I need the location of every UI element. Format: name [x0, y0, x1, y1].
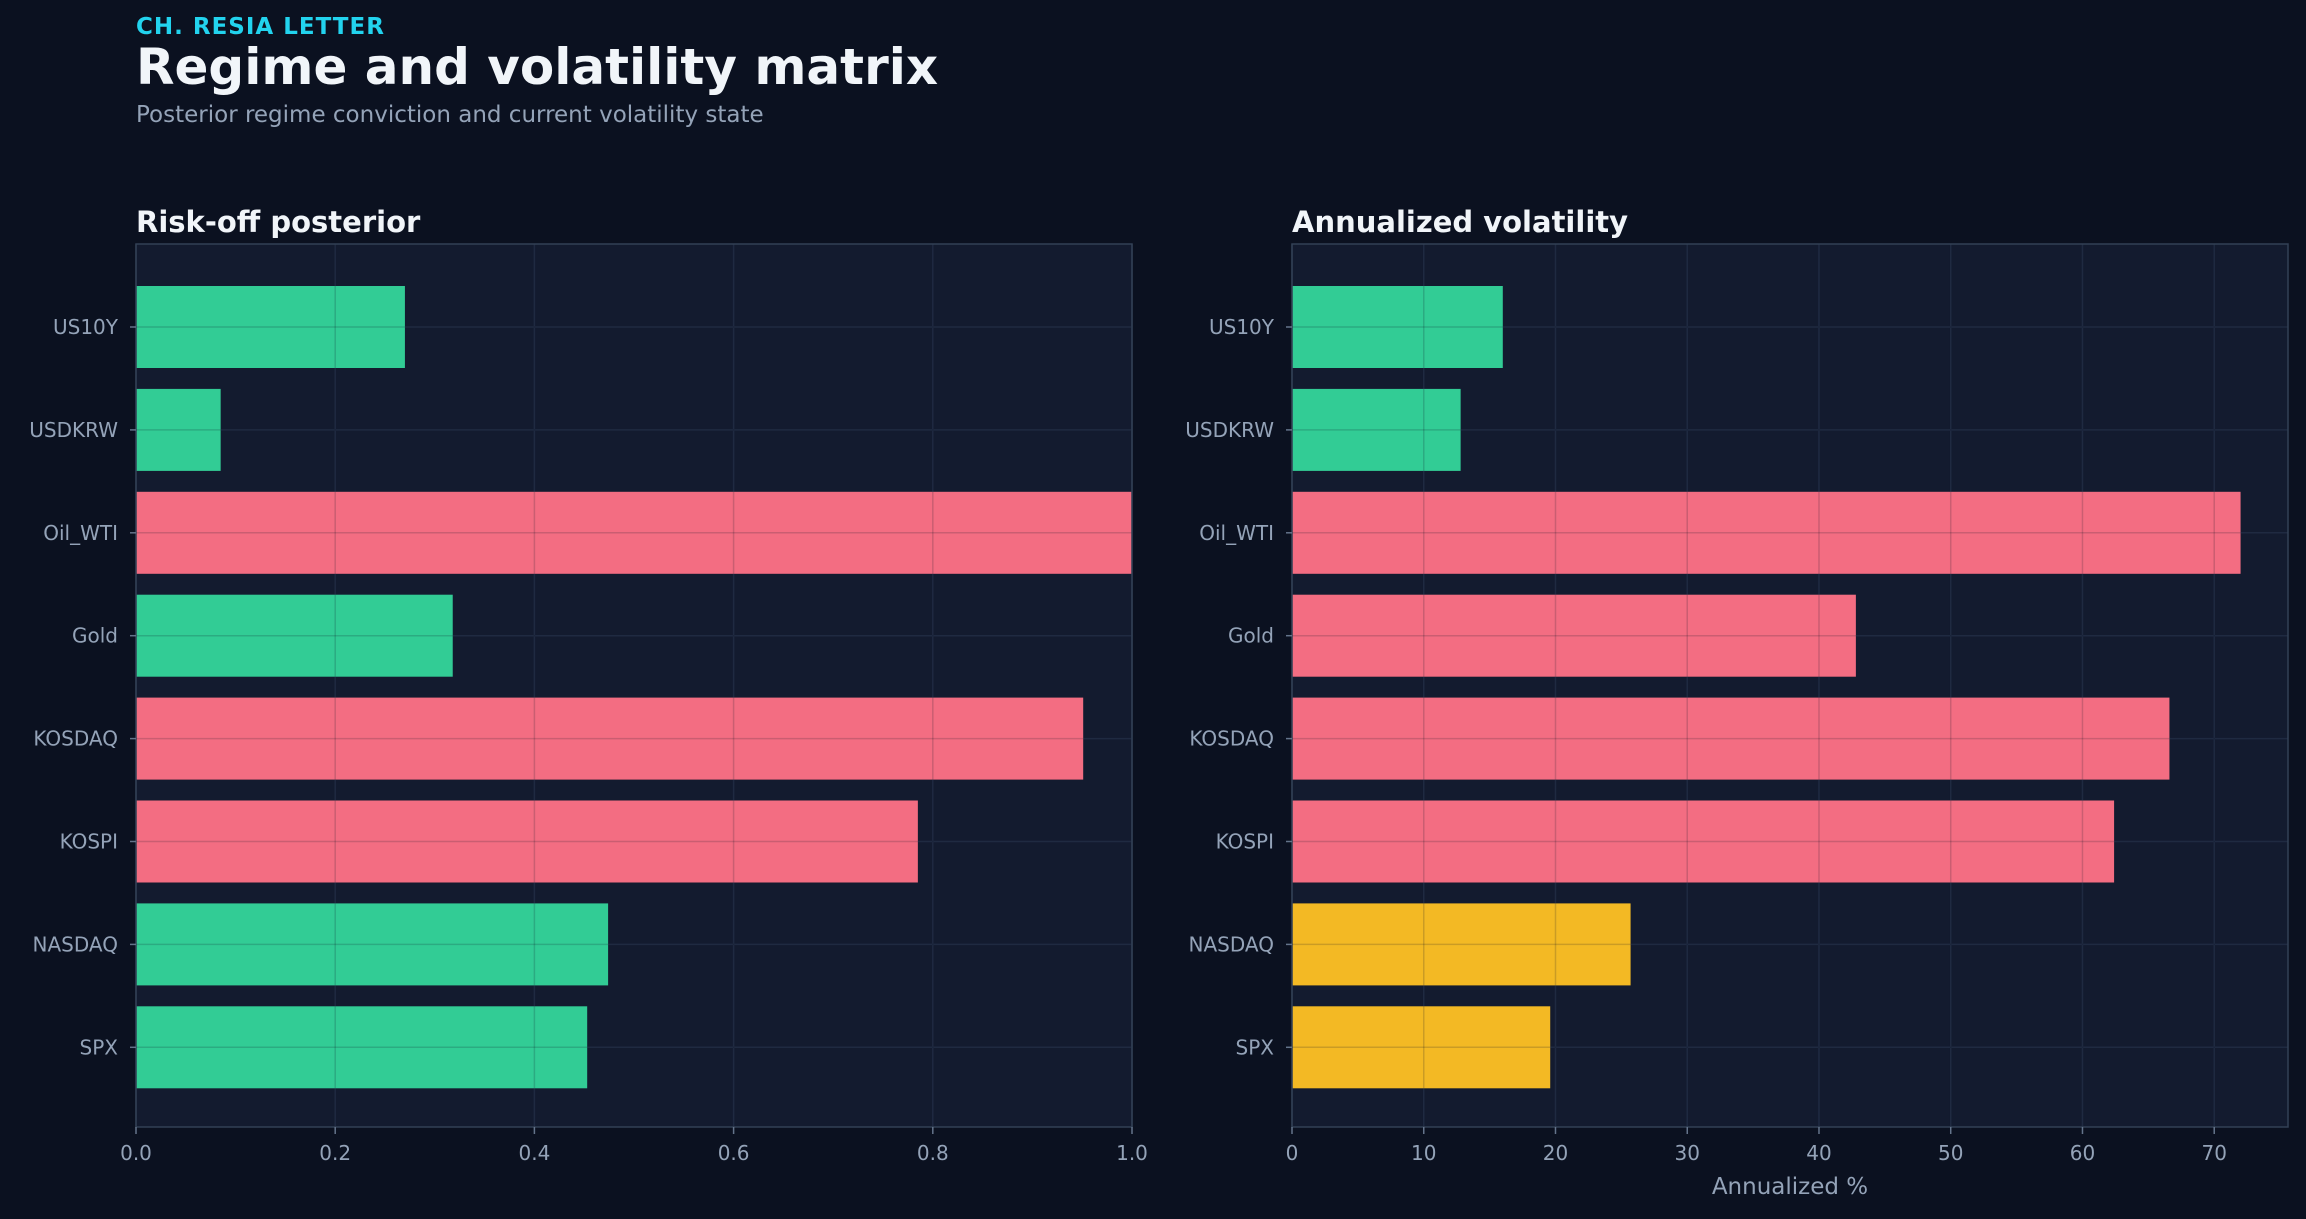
volatility-xtick-label: 10: [1411, 1141, 1436, 1165]
volatility-bar-Oil_WTI: [1292, 491, 2241, 574]
posterior-frame: [135, 243, 1133, 1128]
posterior-bar-KOSPI: [136, 800, 918, 883]
posterior-bar-KOSDAQ: [136, 697, 1084, 780]
volatility-bar-Gold: [1292, 594, 1856, 677]
posterior-category-label: SPX: [80, 1035, 119, 1059]
volatility-xtick-label: 0: [1286, 1141, 1299, 1165]
posterior-bar-USDKRW: [136, 388, 221, 471]
posterior-category-label: US10Y: [53, 315, 119, 339]
volatility-xtick-label: 60: [2070, 1141, 2095, 1165]
posterior-bar-US10Y: [136, 286, 405, 368]
volatility-xtick-label: 20: [1543, 1141, 1568, 1165]
kicker: CH. RESIA LETTER: [136, 14, 385, 40]
posterior-category-label: KOSDAQ: [33, 727, 118, 751]
volatility-plot-area: [1292, 244, 2288, 1127]
volatility-panel-title: Annualized volatility: [1292, 205, 1628, 239]
volatility-category-label: Oil_WTI: [1199, 521, 1274, 545]
posterior-panel-title: Risk-off posterior: [136, 205, 421, 239]
volatility-bar-SPX: [1292, 1006, 1551, 1089]
volatility-x-axis-label: Annualized %: [1712, 1174, 1868, 1200]
volatility-category-label: NASDAQ: [1189, 932, 1274, 956]
page-subtitle: Posterior regime conviction and current …: [136, 102, 764, 128]
posterior-xtick-label: 1.0: [1116, 1141, 1148, 1165]
posterior-category-label: NASDAQ: [33, 932, 118, 956]
volatility-category-label: Gold: [1228, 624, 1274, 648]
volatility-xtick-label: 40: [1806, 1141, 1831, 1165]
posterior-xtick-label: 0.8: [917, 1141, 949, 1165]
volatility-xtick-label: 30: [1675, 1141, 1700, 1165]
posterior-category-label: KOSPI: [60, 830, 118, 854]
posterior-xtick-label: 0.6: [718, 1141, 750, 1165]
volatility-category-label: SPX: [1236, 1035, 1275, 1059]
volatility-category-label: US10Y: [1209, 315, 1275, 339]
volatility-category-label: USDKRW: [1185, 418, 1274, 442]
page-title: Regime and volatility matrix: [136, 38, 939, 96]
volatility-bar-KOSPI: [1292, 800, 2115, 883]
volatility-bar-NASDAQ: [1292, 903, 1631, 986]
volatility-category-label: KOSDAQ: [1189, 727, 1274, 751]
volatility-bar-USDKRW: [1292, 388, 1461, 471]
posterior-category-label: Gold: [72, 624, 118, 648]
posterior-xtick-label: 0.0: [120, 1141, 152, 1165]
posterior-xtick-label: 0.4: [518, 1141, 550, 1165]
posterior-category-label: Oil_WTI: [43, 521, 118, 545]
volatility-xtick-label: 70: [2201, 1141, 2226, 1165]
posterior-category-label: USDKRW: [29, 418, 118, 442]
volatility-category-label: KOSPI: [1216, 830, 1274, 854]
posterior-xtick-label: 0.2: [319, 1141, 351, 1165]
posterior-bar-NASDAQ: [136, 903, 609, 986]
posterior-bar-SPX: [136, 1006, 588, 1089]
posterior-bar-Oil_WTI: [136, 491, 1132, 574]
volatility-bar-KOSDAQ: [1292, 697, 2170, 780]
volatility-bar-US10Y: [1292, 286, 1503, 368]
volatility-xtick-label: 50: [1938, 1141, 1963, 1165]
volatility-frame: [1291, 243, 2289, 1128]
posterior-plot-area: [136, 244, 1132, 1127]
posterior-bar-Gold: [136, 594, 453, 677]
